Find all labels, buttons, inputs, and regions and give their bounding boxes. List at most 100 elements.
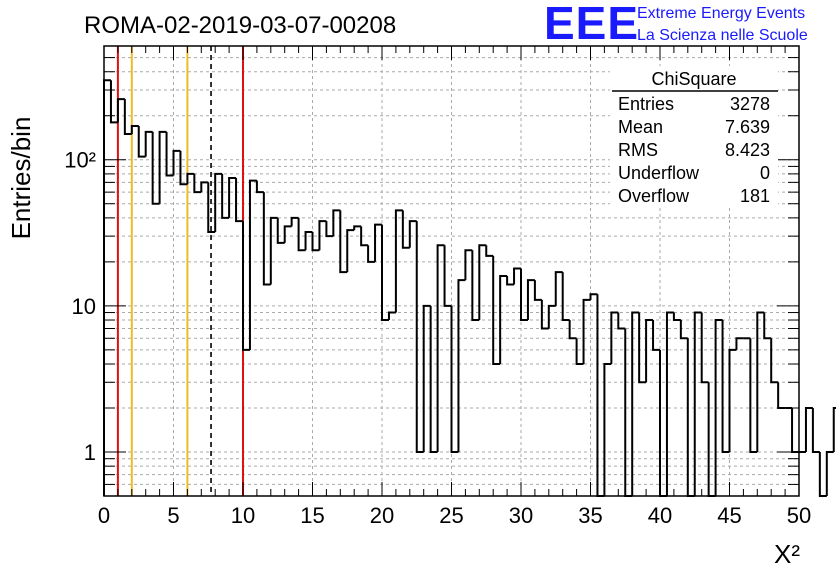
histogram-bin xyxy=(276,217,285,244)
histogram-bin xyxy=(735,337,744,350)
x-tick-label: 30 xyxy=(509,503,533,528)
histogram-bin xyxy=(165,131,174,177)
histogram-bin xyxy=(262,192,271,286)
histogram-bin xyxy=(353,225,362,231)
x-tick-label: 50 xyxy=(787,503,811,528)
stats-value: 0 xyxy=(760,163,770,183)
histogram-bin xyxy=(151,131,160,205)
histogram-bin xyxy=(679,320,688,340)
stats-value: 181 xyxy=(740,186,770,206)
histogram-bin xyxy=(297,217,306,252)
y-tick-label: 1 xyxy=(84,440,96,465)
histogram-bin xyxy=(645,319,654,383)
histogram-bin xyxy=(443,245,452,307)
histogram-bin xyxy=(624,328,633,497)
histogram-bin xyxy=(693,311,702,496)
histogram-bin xyxy=(374,223,382,262)
histogram-bin xyxy=(832,407,836,453)
histogram-bin xyxy=(631,311,640,496)
stats-label: Overflow xyxy=(618,186,690,206)
tick-labels: 0 5 10 15 20 25 30 35 40 45 50 1 10 10² xyxy=(64,148,811,528)
stats-label: Underflow xyxy=(618,163,700,183)
histogram-bin xyxy=(575,338,584,366)
histogram-bin xyxy=(721,320,730,454)
histogram-bin xyxy=(665,311,674,496)
histogram-bin xyxy=(804,407,813,453)
histogram-bin xyxy=(228,176,237,218)
histogram-bin xyxy=(763,312,772,340)
logo-letters: EEE xyxy=(544,0,639,49)
stats-label: Mean xyxy=(618,117,663,137)
histogram-bin xyxy=(770,338,779,384)
run-title: ROMA-02-2019-03-07-00208 xyxy=(84,12,396,39)
histogram-bin xyxy=(422,304,431,453)
histogram-bin xyxy=(311,232,320,252)
stats-label: Entries xyxy=(618,94,674,114)
histogram-bin xyxy=(777,382,786,410)
logo-line-2: La Scienza nelle Scuole xyxy=(637,27,808,44)
histogram-bin xyxy=(450,305,459,454)
histogram-bin xyxy=(603,363,612,496)
histogram-bin xyxy=(520,268,528,322)
stats-background xyxy=(610,66,778,206)
histogram-bin xyxy=(103,79,111,496)
histogram-bin xyxy=(221,173,230,219)
x-tick-label: 25 xyxy=(439,503,463,528)
threshold-lines xyxy=(116,46,244,496)
y-axis-label: Entries/bin xyxy=(6,117,36,240)
histogram-bin xyxy=(415,221,424,454)
histogram-bin xyxy=(394,209,403,313)
histogram-bin xyxy=(367,245,376,263)
y-tick-label: 10 xyxy=(72,294,96,319)
histogram-bin xyxy=(589,293,598,300)
histogram-bin xyxy=(714,319,723,496)
histogram-bin xyxy=(304,231,313,251)
histogram-bin xyxy=(568,320,577,340)
histogram-bin xyxy=(186,172,195,185)
axis-ticks xyxy=(103,45,800,497)
histogram-bin xyxy=(526,279,535,321)
grid-layer xyxy=(104,45,799,497)
x-tick-label: 20 xyxy=(370,503,394,528)
x-tick-label: 10 xyxy=(231,503,255,528)
histogram-bin xyxy=(818,452,827,497)
x-tick-label: 35 xyxy=(578,503,602,528)
x-axis-label: X² xyxy=(774,539,800,569)
x-tick-label: 5 xyxy=(167,503,179,528)
histogram-bin xyxy=(672,312,681,322)
histogram-bin xyxy=(429,305,438,454)
stats-label: RMS xyxy=(618,140,658,160)
histogram-bin xyxy=(290,216,299,227)
histogram-bin xyxy=(554,271,563,306)
histogram-bin xyxy=(464,249,473,281)
histogram-bin xyxy=(499,275,508,365)
histogram-bin xyxy=(401,210,410,249)
histogram-bin xyxy=(478,244,487,321)
logo-line-1: Extreme Energy Events xyxy=(637,5,805,22)
histogram-bin xyxy=(200,181,209,193)
histogram-bin xyxy=(547,304,556,329)
histogram-bin xyxy=(332,209,341,237)
histogram-bin xyxy=(144,130,153,157)
histogram-bin xyxy=(582,298,591,365)
histogram-bin xyxy=(457,279,466,453)
histogram-bin xyxy=(116,98,125,123)
histogram-bin xyxy=(179,150,188,186)
histogram-bin xyxy=(533,280,542,301)
stats-value: 3278 xyxy=(730,94,770,114)
histogram-bin xyxy=(652,320,660,351)
histogram-bin xyxy=(436,244,445,453)
histogram-bin xyxy=(109,80,118,124)
histogram-bin xyxy=(235,177,243,223)
histogram-bin xyxy=(686,338,695,497)
histogram-bin xyxy=(408,220,417,248)
histogram-bin xyxy=(283,225,292,243)
histogram-bin xyxy=(269,216,278,285)
histogram-bin xyxy=(561,272,570,322)
histogram-bin xyxy=(700,312,709,384)
histogram-bin xyxy=(381,224,389,322)
histogram-bin xyxy=(791,408,799,454)
stats-value: 7.639 xyxy=(725,117,770,137)
histogram-bin xyxy=(137,126,146,158)
